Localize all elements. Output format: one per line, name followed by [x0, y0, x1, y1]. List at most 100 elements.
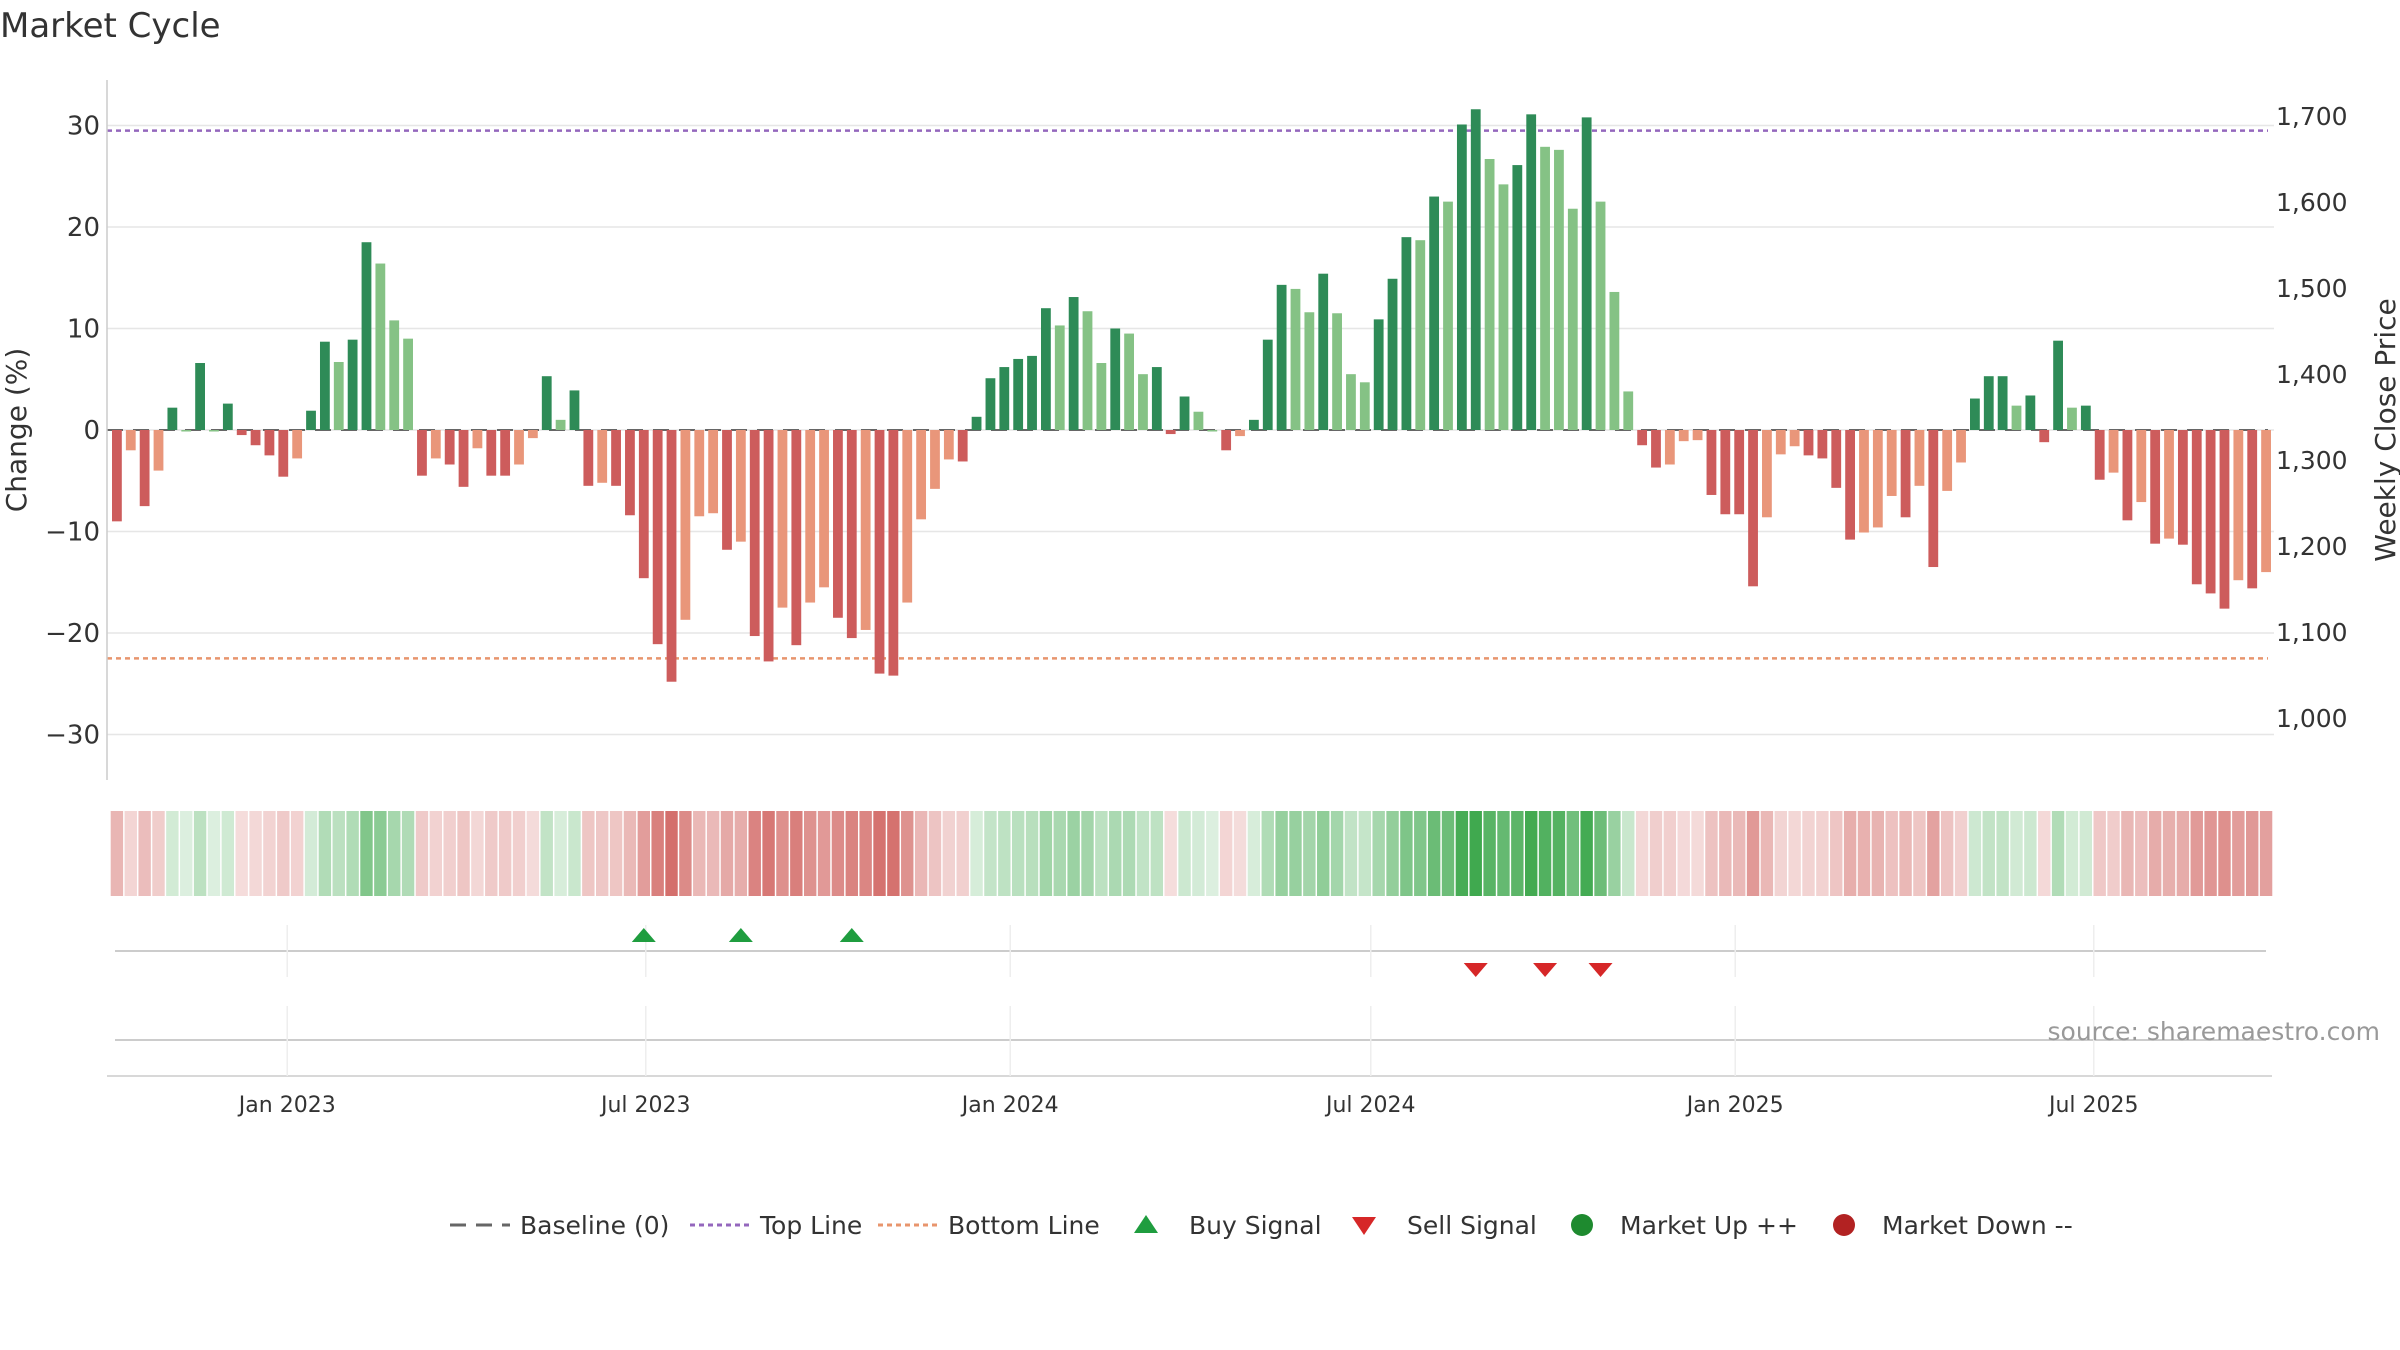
legend-label: Top Line: [759, 1211, 862, 1240]
bar: [2011, 405, 2022, 430]
market-panel: [107, 1006, 2272, 1077]
bar: [1332, 313, 1342, 430]
bar: [306, 410, 316, 430]
x-tick-label: Jan 2023: [237, 1093, 336, 1118]
strip-cell: [1608, 811, 1621, 896]
bar: [569, 390, 580, 430]
bar: [1207, 430, 1218, 432]
strip-cell: [138, 811, 151, 896]
strip-cell: [1594, 811, 1607, 896]
bar: [2136, 430, 2147, 503]
strip-cell: [1982, 811, 1995, 896]
strip-cell: [332, 811, 345, 896]
bar: [819, 430, 829, 588]
bar: [666, 430, 677, 682]
strip-cell: [1344, 811, 1358, 896]
legend-swatch: [1833, 1214, 1855, 1236]
strip-cell: [124, 811, 137, 896]
bar: [2247, 430, 2258, 589]
bar: [195, 363, 205, 430]
y-left-tick-label: −30: [45, 721, 100, 751]
strip-cell: [2162, 811, 2176, 896]
bar: [1942, 430, 1953, 491]
strip-cell: [498, 811, 512, 896]
y-left-tick-label: 30: [67, 112, 100, 142]
bar: [500, 430, 511, 476]
legend-item: Top Line: [690, 1211, 862, 1240]
x-tick-label: Jul 2024: [1324, 1093, 1416, 1118]
bar: [264, 430, 275, 456]
strip-cell: [651, 811, 664, 896]
bar: [1748, 430, 1758, 587]
bar: [1831, 430, 1842, 488]
strip-cell: [762, 811, 775, 896]
bar: [1041, 308, 1051, 430]
bar: [1900, 430, 1911, 518]
strip-cell: [1968, 811, 1982, 896]
strip-cell: [1150, 811, 1164, 896]
strip-cell: [180, 811, 193, 896]
strip-cell: [1053, 811, 1066, 896]
strip-cell: [2010, 811, 2023, 896]
legend-item: Sell Signal: [1352, 1211, 1537, 1240]
x-tick-labels: Jan 2023 Jul 2023 Jan 2024 Jul 2024 Jan 2025…: [237, 1093, 2139, 1118]
bar: [1276, 284, 1287, 430]
bar: [1928, 430, 1939, 568]
strip-cell: [998, 811, 1011, 896]
strip-cell: [1289, 811, 1302, 896]
y-right-tick-label: 1,600: [2276, 188, 2348, 217]
bar: [125, 430, 136, 451]
bar: [2233, 430, 2244, 581]
strip-cell: [1330, 811, 1344, 896]
strip-cell: [970, 811, 983, 896]
bar: [1817, 430, 1828, 459]
buy-signal-marker: [631, 928, 656, 942]
y-right-tick-label: 1,400: [2276, 360, 2348, 389]
strip-cell: [1011, 811, 1025, 896]
y-right-tick-label: 1,500: [2276, 274, 2348, 303]
strip-cell: [221, 811, 235, 896]
bar: [846, 430, 857, 639]
bar: [2108, 430, 2119, 473]
strip-cell: [1913, 811, 1926, 896]
strip-cell: [693, 811, 706, 896]
bar: [1013, 358, 1024, 430]
strip-cell: [1081, 811, 1094, 896]
bar: [1540, 146, 1550, 430]
bar: [1221, 430, 1232, 451]
bar: [1235, 430, 1245, 437]
strip-cell: [485, 811, 498, 896]
bar: [1027, 355, 1037, 430]
strip-cell: [1788, 811, 1801, 896]
strip-cell: [1469, 811, 1482, 896]
strip-cell: [1552, 811, 1566, 896]
bar: [1720, 430, 1731, 515]
bar: [597, 430, 608, 483]
strip-cell: [2218, 811, 2231, 896]
bar: [957, 430, 968, 462]
strip-cell: [665, 811, 678, 896]
bar: [1872, 430, 1883, 528]
bar: [2205, 430, 2216, 594]
strip-cell: [734, 811, 748, 896]
bar: [2025, 395, 2036, 430]
chart-title: Market Cycle: [0, 6, 221, 46]
legend-swatch: [1571, 1214, 1593, 1236]
strip-cell: [2024, 811, 2037, 896]
bar: [1914, 430, 1925, 486]
bar: [1456, 124, 1467, 431]
strip-cell: [1663, 811, 1677, 896]
bar: [874, 430, 885, 674]
strip-cell: [1303, 811, 1316, 896]
legend-swatch: [1352, 1217, 1376, 1235]
x-tick-label: Jul 2023: [599, 1093, 691, 1118]
strip-cell: [388, 811, 401, 896]
bar: [430, 430, 441, 459]
strip-cell: [235, 811, 248, 896]
bar: [1082, 311, 1093, 430]
source-credit: source: sharemaestro.com: [2048, 1017, 2381, 1046]
strip-cell: [1122, 811, 1136, 896]
strip-cell: [901, 811, 914, 896]
bar: [333, 361, 344, 430]
bar: [2150, 430, 2161, 544]
